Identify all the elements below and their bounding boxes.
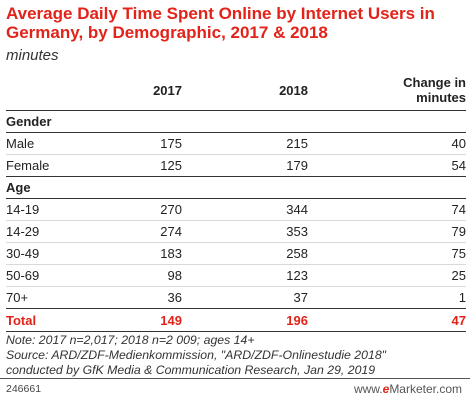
- cell-2018: 258: [182, 242, 308, 265]
- cell-change: 54: [308, 154, 466, 177]
- data-table: 2017 2018 Change in minutes Gender Male …: [6, 70, 466, 332]
- cell-2017: 274: [110, 220, 182, 243]
- brand-link[interactable]: www.eMarketer.com: [354, 382, 462, 396]
- row-label: 50-69: [6, 264, 110, 287]
- chart-subtitle: minutes: [6, 47, 59, 64]
- cell-2017: 270: [110, 198, 182, 221]
- section-row-gender: Gender: [6, 110, 466, 133]
- footer: 246661 www.eMarketer.com: [0, 378, 470, 399]
- brand-suffix: Marketer.com: [389, 382, 462, 396]
- brand-prefix: www.: [353, 382, 383, 396]
- row-label: Female: [6, 154, 110, 177]
- source-notes: Note: 2017 n=2,017; 2018 n=2 009; ages 1…: [6, 333, 466, 378]
- chart-title: Average Daily Time Spent Online by Inter…: [6, 4, 435, 42]
- cell-change: 79: [308, 220, 466, 243]
- section-label: Age: [6, 176, 110, 199]
- header-row: 2017 2018 Change in minutes: [6, 70, 466, 111]
- brand-e-logo: e: [382, 382, 390, 396]
- table-row: 14-19 270 344 74: [6, 198, 466, 221]
- cell-2017: 125: [110, 154, 182, 177]
- cell-change: 74: [308, 198, 466, 221]
- cell-2017: 98: [110, 264, 182, 287]
- cell-change: 1: [308, 286, 466, 309]
- cell-2018: 353: [182, 220, 308, 243]
- total-change: 47: [308, 308, 466, 332]
- total-2017: 149: [110, 308, 182, 332]
- column-header-label: [6, 70, 110, 111]
- cell-2018: 123: [182, 264, 308, 287]
- table-row: 50-69 98 123 25: [6, 264, 466, 287]
- cell-change: 25: [308, 264, 466, 287]
- section-label: Gender: [6, 110, 110, 133]
- cell-2017: 183: [110, 242, 182, 265]
- cell-2018: 37: [182, 286, 308, 309]
- table-row: 30-49 183 258 75: [6, 242, 466, 265]
- total-2018: 196: [182, 308, 308, 332]
- column-header-change-text: Change in minutes: [403, 75, 466, 105]
- total-label: Total: [6, 308, 110, 332]
- cell-change: 75: [308, 242, 466, 265]
- row-label: 30-49: [6, 242, 110, 265]
- section-row-age: Age: [6, 176, 466, 199]
- table-row: 70+ 36 37 1: [6, 286, 466, 309]
- column-header-change: Change in minutes: [308, 70, 466, 111]
- row-label: 14-29: [6, 220, 110, 243]
- source-line: Source: ARD/ZDF-Medienkommission, "ARD/Z…: [6, 348, 387, 362]
- row-label: Male: [6, 132, 110, 155]
- table-row: Male 175 215 40: [6, 132, 466, 155]
- table-row: Female 125 179 54: [6, 154, 466, 177]
- column-header-2017: 2017: [110, 70, 182, 111]
- row-label: 14-19: [6, 198, 110, 221]
- row-label: 70+: [6, 286, 110, 309]
- cell-2018: 344: [182, 198, 308, 221]
- note-line: Note: 2017 n=2,017; 2018 n=2 009; ages 1…: [6, 333, 255, 347]
- column-header-2018: 2018: [182, 70, 308, 111]
- total-row: Total 149 196 47: [6, 308, 466, 332]
- source-line-continued: conducted by GfK Media & Communication R…: [6, 363, 376, 377]
- cell-change: 40: [308, 132, 466, 155]
- cell-2018: 215: [182, 132, 308, 155]
- cell-2018: 179: [182, 154, 308, 177]
- cell-2017: 175: [110, 132, 182, 155]
- table-row: 14-29 274 353 79: [6, 220, 466, 243]
- chart-id: 246661: [6, 383, 42, 395]
- cell-2017: 36: [110, 286, 182, 309]
